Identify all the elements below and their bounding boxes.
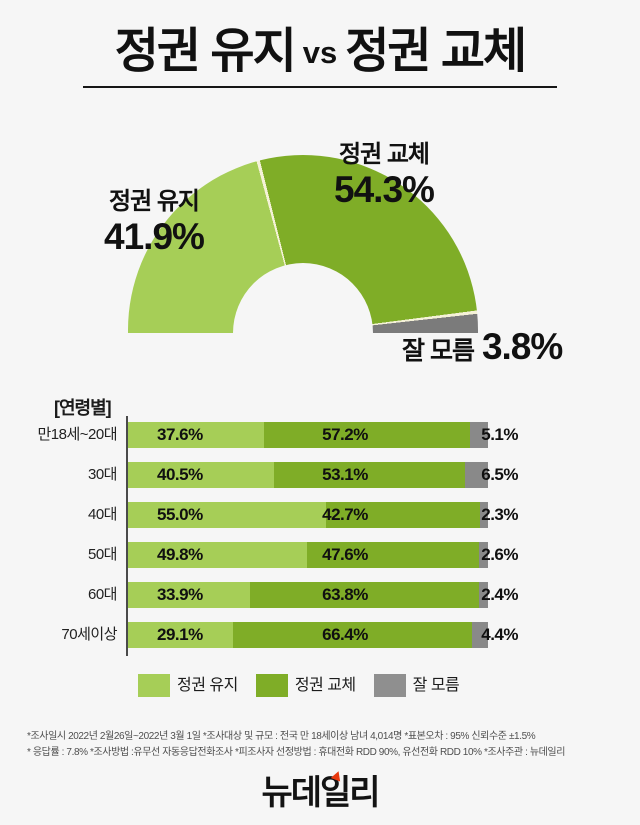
bar-segment-change [307, 542, 479, 568]
bar-value-label: 55.0% [157, 505, 203, 524]
newdaily-logo: 뉴데일리 [261, 769, 381, 814]
bar-segment-unknown [469, 422, 488, 448]
bar-value-label: 63.8% [322, 585, 368, 604]
bar-segment-unknown [464, 462, 488, 488]
age-category-label: 60대 [88, 586, 118, 603]
legend-swatch-icon [255, 674, 288, 697]
bar-segment-maintain [128, 462, 274, 488]
bar-value-label: 37.6% [157, 425, 203, 444]
donut-hole [233, 263, 373, 333]
bar-segment-maintain [128, 622, 233, 648]
stacked-bar: 29.1% 66.4% 4.4% [128, 622, 518, 648]
age-bar-row: 30대 40.5% 53.1% 6.5% [0, 462, 640, 488]
title-block: 정권 유지 vs 정권 교체 [0, 24, 640, 89]
bar-segment-unknown [479, 502, 488, 528]
bar-value-label: 5.1% [481, 425, 518, 444]
logo-block: 뉴데일리 [0, 769, 640, 814]
title-right: 정권 교체 [345, 25, 527, 78]
bar-segment-maintain [128, 582, 250, 608]
donut-label-change: 정권 교체 54.3% [314, 141, 454, 210]
title-underline [83, 86, 557, 89]
legend-item: 정권 교체 [255, 674, 356, 697]
bar-segment-unknown [472, 622, 488, 648]
bar-segment-change [249, 582, 480, 608]
donut-label-maintain: 정권 유지 41.9% [84, 188, 224, 257]
bar-value-label: 2.3% [481, 505, 518, 524]
maintain-value: 41.9% [104, 215, 205, 257]
change-value: 54.3% [334, 168, 435, 210]
legend-label: 정권 유지 [177, 677, 238, 694]
age-category-label: 만18세~20대 [37, 426, 117, 443]
unknown-value: 3.8% [481, 326, 563, 367]
logo-text: 뉴데일리 [261, 774, 380, 812]
bar-value-label: 29.1% [157, 625, 203, 644]
title-left: 정권 유지 [114, 25, 297, 78]
bar-segment-change [263, 422, 470, 448]
bar-segment-unknown [478, 542, 488, 568]
bar-segment-change [232, 622, 473, 648]
footnote-line-2: * 응답률 : 7.8% *조사방법 :유무선 자동응답전화조사 *피조사자 선… [27, 746, 566, 758]
title-vs: vs [302, 35, 338, 70]
age-axis-line [126, 416, 128, 656]
age-bar-row: 40대 55.0% 42.7% 2.3% [0, 502, 640, 528]
bar-segment-change [273, 462, 465, 488]
age-bar-row: 70세이상 29.1% 66.4% 4.4% [0, 622, 640, 648]
bar-value-label: 33.9% [157, 585, 203, 604]
age-bar-row: 60대 33.9% 63.8% 2.4% [0, 582, 640, 608]
bar-value-label: 53.1% [322, 465, 368, 484]
unknown-name: 잘 모름 [402, 337, 475, 365]
legend-label: 잘 모름 [412, 677, 460, 694]
bar-value-label: 42.7% [322, 505, 368, 524]
change-name: 정권 교체 [339, 141, 430, 168]
footnote-line-1: *조사일시 2022년 2월26일~2022년 3월 1일 *조사대상 및 규모… [27, 731, 536, 742]
chart-legend: 정권 유지 정권 교체 잘 모름 [138, 674, 477, 697]
stacked-bar: 33.9% 63.8% 2.4% [128, 582, 518, 608]
stacked-bar: 55.0% 42.7% 2.3% [128, 502, 518, 528]
age-category-label: 30대 [88, 466, 118, 483]
age-section-label: [연령별] [54, 398, 112, 418]
bar-value-label: 47.6% [322, 545, 368, 564]
bar-segment-maintain [128, 542, 308, 568]
age-bar-row: 만18세~20대 37.6% 57.2% 5.1% [0, 422, 640, 448]
age-category-label: 50대 [88, 546, 118, 563]
legend-item: 잘 모름 [373, 674, 460, 697]
bar-segment-unknown [479, 582, 488, 608]
donut-label-unknown: 잘 모름 3.8% [402, 326, 602, 368]
bar-value-label: 66.4% [322, 625, 368, 644]
bar-value-label: 2.6% [481, 545, 518, 564]
survey-footnotes: *조사일시 2022년 2월26일~2022년 3월 1일 *조사대상 및 규모… [27, 729, 627, 760]
maintain-name: 정권 유지 [109, 188, 200, 215]
bar-value-label: 2.4% [481, 585, 518, 604]
bar-segment-maintain [128, 422, 264, 448]
stacked-bar: 37.6% 57.2% 5.1% [128, 422, 518, 448]
bar-segment-maintain [128, 502, 326, 528]
legend-label: 정권 교체 [294, 677, 356, 694]
age-bar-chart: 만18세~20대 37.6% 57.2% 5.1% 30대 40.5% 53.1% 6.5% 4… [0, 422, 640, 662]
bar-segment-change [326, 502, 480, 528]
legend-item: 정권 유지 [138, 674, 238, 697]
age-category-label: 70세이상 [61, 626, 117, 643]
bar-value-label: 57.2% [322, 425, 368, 444]
bar-value-label: 40.5% [157, 465, 203, 484]
legend-swatch-icon [138, 674, 170, 697]
age-bar-row: 50대 49.8% 47.6% 2.6% [0, 542, 640, 568]
bar-value-label: 4.4% [481, 625, 518, 644]
page-title: 정권 유지 vs 정권 교체 [0, 24, 640, 79]
age-category-label: 40대 [88, 506, 118, 523]
stacked-bar: 49.8% 47.6% 2.6% [128, 542, 518, 568]
stacked-bar: 40.5% 53.1% 6.5% [128, 462, 518, 488]
legend-swatch-icon [373, 674, 406, 697]
bar-value-label: 49.8% [157, 545, 203, 564]
bar-value-label: 6.5% [481, 465, 518, 484]
